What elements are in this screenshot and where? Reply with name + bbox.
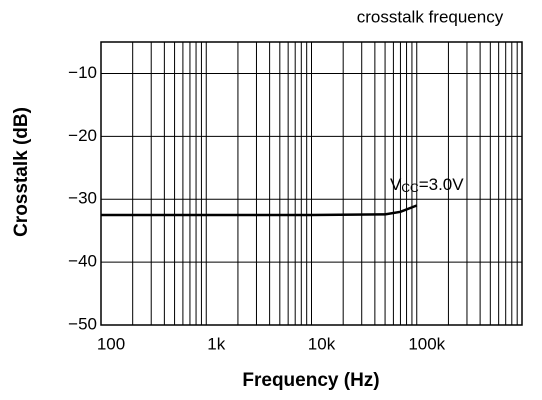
y-tick-label: −30 — [68, 189, 97, 208]
x-tick-label: 100k — [408, 334, 445, 353]
x-axis-label: Frequency (Hz) — [242, 370, 379, 391]
annotation: VCC=3.0V — [390, 175, 464, 195]
data-line — [101, 204, 418, 217]
y-tick-label: −20 — [68, 126, 97, 145]
y-tick-label: −10 — [68, 63, 97, 82]
y-tick-label: −50 — [68, 314, 97, 333]
x-tick-label: 1k — [207, 334, 225, 353]
x-tick-label: 100 — [97, 334, 125, 353]
chart-title: crosstalk frequency — [357, 7, 504, 26]
y-axis-label: Crosstalk (dB) — [11, 107, 32, 237]
annotation-sub: CC — [401, 181, 419, 195]
annotation-part: =3.0V — [419, 175, 465, 194]
y-tick-label: −40 — [68, 252, 97, 271]
x-tick-label: 10k — [308, 334, 336, 353]
